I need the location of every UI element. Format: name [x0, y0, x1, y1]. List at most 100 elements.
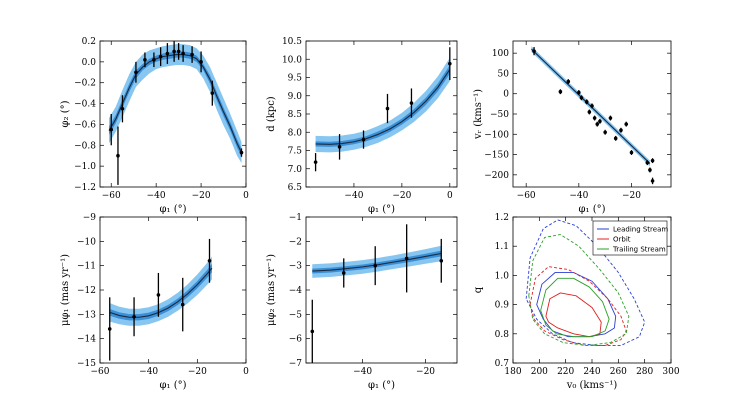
data-point	[590, 103, 594, 109]
outer-band	[315, 57, 450, 153]
x-tick-label: −20	[622, 191, 641, 201]
y-tick-label: 0.0	[82, 58, 97, 68]
x-tick-label: 260	[610, 367, 627, 377]
y-tick-label: −50	[490, 110, 509, 120]
x-tick-label: 0	[243, 367, 249, 377]
data-point	[313, 153, 318, 172]
y-tick-label: 8.0	[288, 128, 303, 138]
plot-area	[310, 224, 444, 363]
x-tick-label: −60	[517, 191, 536, 201]
y-tick-label: 10.0	[282, 55, 302, 65]
y-axis-label: d (kpc)	[266, 96, 277, 132]
x-tick-label: −60	[91, 367, 110, 377]
model-curve	[109, 267, 213, 318]
y-tick-label: 9.5	[288, 74, 303, 84]
y-tick-label: 0.2	[82, 37, 96, 47]
x-tick-label: −60	[102, 191, 121, 201]
legend-entry: Orbit	[613, 236, 631, 244]
data-point	[181, 45, 185, 62]
data-point	[107, 297, 112, 361]
plot-area	[107, 238, 213, 361]
y-tick-label: 50	[498, 69, 510, 79]
data-point	[132, 297, 136, 337]
x-axis-label: φ₁ (°)	[368, 380, 395, 391]
panel-phi2: −60 −40 −20 0 −1.2 −1.0 −0.8 −0.6 −0.4 −0.2 0.0 0.2…	[60, 37, 249, 215]
y-tick-label: −5	[289, 310, 303, 320]
x-tick-label: −20	[188, 367, 207, 377]
y-tick-label: −0.2	[74, 79, 96, 89]
data-point	[190, 46, 194, 63]
axes-frame	[99, 40, 247, 188]
y-tick-label: −150	[484, 151, 509, 161]
data-point	[448, 47, 452, 81]
data-point	[577, 90, 581, 95]
data-point	[624, 121, 629, 127]
panel-dist: −40 −20 0 6.5 7.0 7.5 8.0 8.5 9.0 9.5 10.0 10.5 φ₁ (…	[266, 37, 458, 215]
y-tick-label: 1.2	[495, 213, 509, 223]
y-tick-label: −14	[77, 335, 96, 345]
data-point	[645, 160, 650, 166]
axes-frame	[305, 216, 458, 364]
x-tick-label: 0	[243, 191, 249, 201]
x-tick-label: 180	[504, 367, 521, 377]
y-axis-label: q	[473, 286, 484, 293]
data-point	[210, 80, 215, 106]
y-tick-label: 9.0	[288, 92, 303, 102]
data-point	[156, 272, 161, 317]
y-tick-label: −2	[289, 237, 302, 247]
x-axis-label: φ₁ (°)	[579, 204, 606, 215]
y-axis-label: μφ₁ (mas yr⁻¹)	[60, 254, 71, 326]
y-tick-label: 0.9	[495, 301, 510, 311]
inner-band	[315, 65, 450, 147]
y-tick-label: −15	[77, 359, 96, 369]
data-point	[603, 129, 607, 135]
y-tick-label: 100	[492, 49, 509, 59]
data-point	[566, 79, 571, 84]
data-point	[373, 246, 378, 286]
data-point	[385, 93, 390, 124]
data-point	[207, 238, 212, 283]
y-axis-label: vᵣ (kms⁻¹)	[473, 89, 484, 140]
panel-contour: 180 200 220 240 260 280 300 0.7 0.8 0.9 1.0 1.1 1.2 v…	[473, 213, 680, 391]
y-tick-label: 0.8	[495, 330, 510, 340]
data-point	[629, 150, 634, 155]
y-tick-label: 1.0	[495, 271, 510, 281]
contour-orbit-1	[545, 292, 602, 338]
data-point	[199, 51, 203, 73]
y-tick-label: −12	[77, 286, 96, 296]
y-axis-label: μφ₂ (mas yr⁻¹)	[266, 254, 277, 326]
y-axis-label: φ₂ (°)	[60, 100, 71, 127]
data-point	[587, 109, 592, 115]
y-tick-label: 6.5	[288, 183, 303, 193]
panel-mu2: −40 −20 −7 −6 −5 −4 −3 −2 −1 φ₁ (°) μφ₂ (mas yr⁻¹)	[266, 213, 458, 391]
data-point	[579, 95, 584, 101]
y-tick-label: −10	[77, 237, 96, 247]
data-point	[134, 61, 138, 83]
data-point	[532, 47, 536, 56]
y-tick-label: −0.4	[74, 100, 96, 110]
data-point	[180, 277, 185, 332]
plot-area	[525, 219, 646, 346]
y-tick-label: 8.5	[288, 110, 303, 120]
data-point	[558, 89, 563, 95]
y-tick-label: −1.0	[74, 162, 96, 172]
y-tick-label: 0.7	[495, 359, 510, 369]
model-curve	[312, 252, 442, 272]
x-tick-label: 280	[636, 367, 653, 377]
y-tick-label: −4	[289, 286, 303, 296]
y-tick-label: −200	[484, 171, 509, 181]
x-axis-label: φ₁ (°)	[368, 204, 395, 215]
y-tick-label: 7.5	[288, 147, 303, 157]
y-tick-label: −9	[83, 213, 97, 223]
plot-area	[531, 46, 655, 185]
y-tick-label: 7.0	[288, 165, 303, 175]
data-point	[152, 52, 156, 68]
data-point	[116, 126, 120, 185]
data-point	[595, 121, 600, 127]
x-axis-label: v₀ (kms⁻¹)	[566, 380, 618, 391]
data-point	[409, 88, 414, 118]
data-point	[165, 43, 170, 64]
data-point	[613, 135, 618, 141]
x-tick-label: −40	[139, 367, 158, 377]
